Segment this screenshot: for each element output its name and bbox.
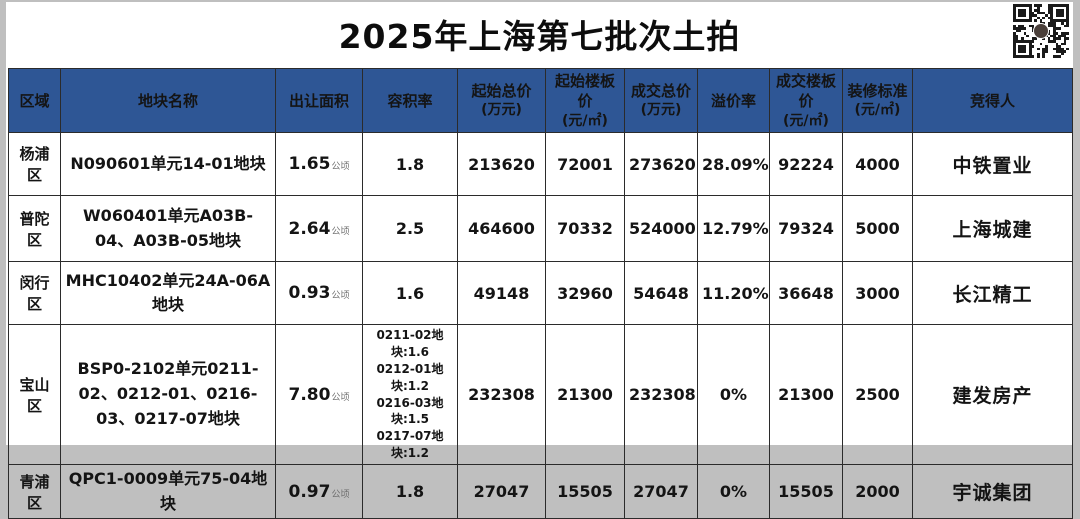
cell-premium: 12.79% — [697, 195, 770, 263]
cell-deal-floor: 21300 — [769, 324, 843, 465]
cell-far: 1.6 — [362, 261, 458, 326]
cell-premium: 28.09% — [697, 132, 770, 197]
cell-start-floor: 70332 — [545, 195, 625, 263]
cell-plot-name: W060401单元A03B-04、A03B-05地块 — [60, 195, 276, 263]
qr-center-logo-icon — [1033, 23, 1049, 39]
cell-region: 普陀区 — [8, 195, 61, 263]
cell-region: 杨浦区 — [8, 132, 61, 197]
page-title: 2025年上海第七批次土拍 — [338, 17, 741, 56]
cell-start-floor: 15505 — [545, 463, 625, 519]
cell-premium: 0% — [697, 324, 770, 465]
cell-plot-name: BSP0-2102单元0211-02、0212-01、0216-03、0217-… — [60, 324, 276, 465]
cell-winner: 长江精工 — [912, 261, 1073, 326]
cell-far: 1.8 — [362, 463, 458, 519]
header-premium: 溢价率 — [697, 67, 770, 134]
qr-code-pattern — [1013, 4, 1069, 58]
table-row: 宝山区 BSP0-2102单元0211-02、0212-01、0216-03、0… — [8, 324, 1073, 465]
cell-deal-total: 273620 — [624, 132, 698, 197]
header-deal-total: 成交总价 (万元) — [624, 67, 698, 134]
table-header-row: 区域 地块名称 出让面积 容积率 起始总价 (万元) 起始楼板价 (元/㎡) 成交总… — [8, 67, 1073, 134]
header-deal-floor: 成交楼板价 (元/㎡) — [769, 67, 843, 134]
cell-start-total: 464600 — [457, 195, 546, 263]
cell-start-floor: 21300 — [545, 324, 625, 465]
area-unit-label: 公顷 — [331, 489, 350, 500]
cell-deal-floor: 15505 — [769, 463, 843, 519]
cell-decoration: 4000 — [842, 132, 913, 197]
cell-winner: 建发房产 — [912, 324, 1073, 465]
table-row: 青浦区 QPC1-0009单元75-04地块 0.97公顷 1.8 27047 … — [8, 463, 1073, 519]
cell-deal-floor: 36648 — [769, 261, 843, 326]
table-row: 闵行区 MHC10402单元24A-06A地块 0.93公顷 1.6 49148… — [8, 261, 1073, 326]
cell-deal-floor: 79324 — [769, 195, 843, 263]
far-breakdown: 0211-02地块:1.6 0212-01地块:1.2 0216-03地块:1.… — [376, 328, 444, 460]
cell-winner: 中铁置业 — [912, 132, 1073, 197]
cell-start-total: 49148 — [457, 261, 546, 326]
land-auction-table: 区域 地块名称 出让面积 容积率 起始总价 (万元) 起始楼板价 (元/㎡) 成交总… — [8, 67, 1073, 519]
cell-decoration: 2000 — [842, 463, 913, 519]
cell-plot-name: MHC10402单元24A-06A地块 — [60, 261, 276, 326]
header-region: 区域 — [8, 67, 61, 134]
header-start-floor: 起始楼板价 (元/㎡) — [545, 67, 625, 134]
cell-decoration: 2500 — [842, 324, 913, 465]
cell-start-floor: 72001 — [545, 132, 625, 197]
cell-plot-name: QPC1-0009单元75-04地块 — [60, 463, 276, 519]
cell-deal-total: 54648 — [624, 261, 698, 326]
cell-start-floor: 32960 — [545, 261, 625, 326]
cell-far: 1.8 — [362, 132, 458, 197]
header-area: 出让面积 — [275, 67, 363, 134]
cell-area: 1.65公顷 — [275, 132, 363, 197]
area-unit-label: 公顷 — [331, 162, 350, 173]
qr-code — [1013, 4, 1069, 58]
header-decoration: 装修标准 (元/㎡) — [842, 67, 913, 134]
table-row: 杨浦区 N090601单元14-01地块 1.65公顷 1.8 213620 7… — [8, 132, 1073, 197]
cell-far: 0211-02地块:1.6 0212-01地块:1.2 0216-03地块:1.… — [362, 324, 458, 465]
cell-region: 闵行区 — [8, 261, 61, 326]
cell-decoration: 5000 — [842, 195, 913, 263]
cell-far: 2.5 — [362, 195, 458, 263]
cell-start-total: 27047 — [457, 463, 546, 519]
page: 2025年上海第七批次土拍 区域 地块名称 出让面积 容积率 起始总价 (万元) … — [6, 2, 1073, 519]
header-winner: 竞得人 — [912, 67, 1073, 134]
cell-deal-total: 232308 — [624, 324, 698, 465]
cell-area: 0.97公顷 — [275, 463, 363, 519]
header-plot-name: 地块名称 — [60, 67, 276, 134]
cell-deal-total: 27047 — [624, 463, 698, 519]
cell-premium: 0% — [697, 463, 770, 519]
cell-deal-floor: 92224 — [769, 132, 843, 197]
cell-start-total: 232308 — [457, 324, 546, 465]
area-unit-label: 公顷 — [331, 226, 350, 237]
cell-decoration: 3000 — [842, 261, 913, 326]
cell-region: 青浦区 — [8, 463, 61, 519]
cell-area: 2.64公顷 — [275, 195, 363, 263]
cell-premium: 11.20% — [697, 261, 770, 326]
table-row: 普陀区 W060401单元A03B-04、A03B-05地块 2.64公顷 2.… — [8, 195, 1073, 263]
cell-winner: 上海城建 — [912, 195, 1073, 263]
area-unit-label: 公顷 — [331, 291, 350, 302]
cell-area: 0.93公顷 — [275, 261, 363, 326]
cell-area: 7.80公顷 — [275, 324, 363, 465]
cell-region: 宝山区 — [8, 324, 61, 465]
cell-winner: 宇诚集团 — [912, 463, 1073, 519]
cell-deal-total: 524000 — [624, 195, 698, 263]
cell-start-total: 213620 — [457, 132, 546, 197]
header-start-total: 起始总价 (万元) — [457, 67, 546, 134]
cell-plot-name: N090601单元14-01地块 — [60, 132, 276, 197]
area-unit-label: 公顷 — [331, 392, 350, 403]
header-far: 容积率 — [362, 67, 458, 134]
